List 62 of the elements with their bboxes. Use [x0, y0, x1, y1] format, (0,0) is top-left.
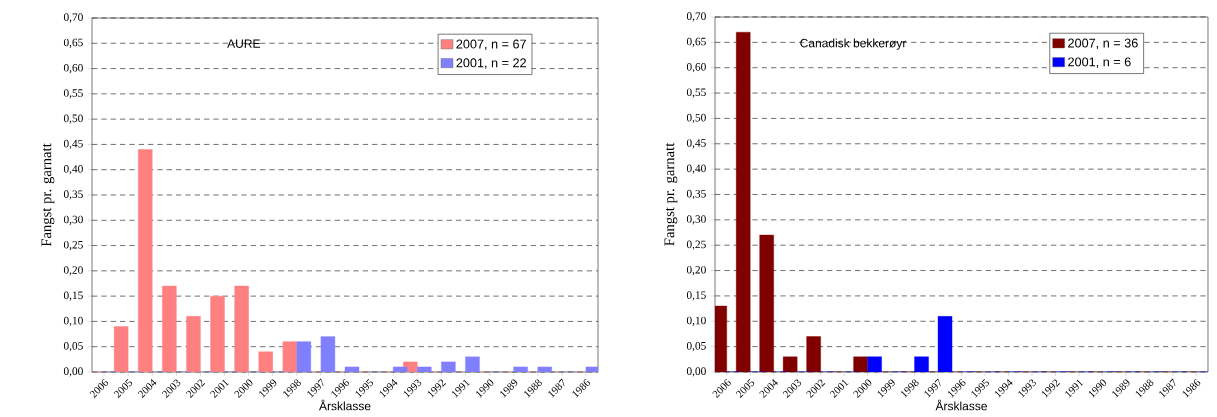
x-axis-title: Årsklasse [319, 399, 371, 411]
y-tick-label: 0,30 [686, 215, 706, 225]
text: Canadisk bekkerøyr [800, 38, 907, 50]
y-tick-label: 0,40 [686, 164, 706, 174]
bar [282, 341, 298, 372]
y-tick-label: 0,00 [686, 367, 706, 377]
y-tick-label: 0,70 [686, 12, 706, 22]
y-tick-label: 0,55 [686, 88, 706, 98]
x-tick-label: 2001 [829, 379, 849, 399]
legend-label: 2007, n = 36 [1068, 38, 1138, 50]
bar [585, 366, 599, 372]
bar [537, 366, 552, 372]
legend-label: 2001, n = 6 [1068, 57, 1131, 68]
bar [513, 366, 528, 372]
y-tick-label: 0,35 [686, 189, 706, 200]
y-tick-label: 0,60 [686, 63, 706, 73]
x-tick-label: 2001 [210, 379, 230, 399]
y-tick-label: 0,10 [686, 316, 706, 326]
bar [186, 316, 201, 372]
bar [258, 351, 273, 372]
bar [417, 366, 432, 372]
y-axis-title: Fangst pr. garnatt [664, 142, 678, 246]
y-tick-label: 0,65 [686, 37, 706, 47]
y-tick-label: 0,65 [63, 38, 83, 48]
y-tick-label: 0,60 [63, 63, 83, 74]
bar [210, 295, 225, 372]
y-tick-label: 0,10 [63, 316, 83, 327]
bar [465, 356, 480, 372]
bar [234, 285, 249, 372]
y-tick-label: 0,35 [63, 190, 83, 200]
y-tick-label: 0,40 [63, 165, 83, 175]
x-axis-title: Årsklasse [935, 399, 987, 411]
y-tick-label: 0,20 [63, 266, 83, 276]
y-tick-label: 0,70 [63, 13, 83, 23]
y-tick-label: 0,30 [63, 215, 83, 225]
y-tick-label: 0,15 [63, 291, 83, 301]
bar [113, 326, 129, 372]
y-tick-label: 0,00 [63, 367, 83, 377]
y-tick-label: 0,45 [63, 139, 83, 150]
text: AURE [227, 39, 260, 48]
bar [441, 361, 456, 372]
y-tick-label: 0,55 [63, 89, 83, 99]
y-tick-label: 0,25 [686, 240, 706, 250]
bar [296, 341, 312, 372]
x-tick-label: 1991 [451, 379, 471, 398]
y-tick-label: 0,45 [686, 139, 706, 149]
legend-label: 2001, n = 22 [456, 58, 526, 69]
y-tick-label: 0,50 [63, 114, 83, 124]
y-tick-label: 0,05 [63, 342, 83, 352]
y-tick-label: 0,05 [686, 342, 706, 352]
bar [320, 336, 336, 372]
y-tick-label: 0,20 [686, 265, 706, 276]
y-tick-label: 0,15 [686, 291, 706, 301]
bar [393, 366, 408, 372]
bar [162, 285, 177, 372]
x-tick-label: 1991 [1065, 379, 1084, 398]
bar [344, 366, 360, 372]
y-tick-label: 0,50 [686, 113, 706, 124]
bar [138, 149, 153, 372]
legend-label: 2007, n = 67 [456, 39, 526, 51]
y-axis-title: Fangst pr. garnatt [41, 143, 55, 247]
y-tick-label: 0,25 [63, 240, 83, 251]
